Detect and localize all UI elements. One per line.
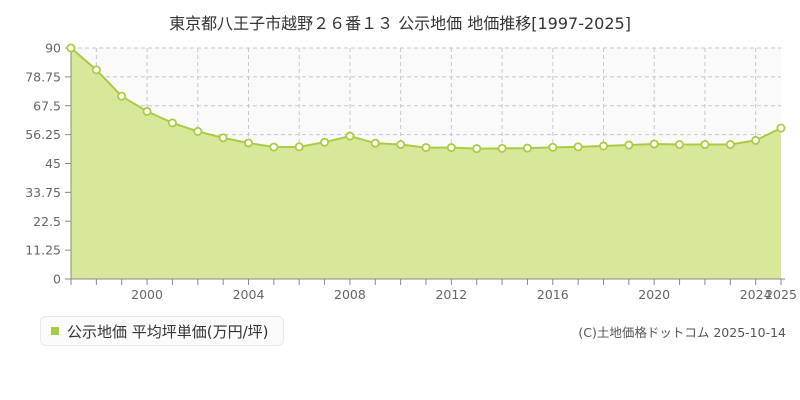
- svg-text:0: 0: [53, 272, 61, 287]
- svg-text:45: 45: [45, 156, 61, 171]
- svg-text:2016: 2016: [537, 287, 569, 302]
- chart-title: 東京都八王子市越野２６番１３ 公示地価 地価推移[1997-2025]: [169, 14, 631, 33]
- svg-text:2024: 2024: [740, 287, 772, 302]
- svg-text:22.5: 22.5: [33, 214, 61, 229]
- svg-text:2012: 2012: [435, 287, 467, 302]
- copyright-notice: (C)土地価格ドットコム 2025-10-14: [578, 325, 786, 340]
- svg-text:2008: 2008: [334, 287, 366, 302]
- svg-text:90: 90: [45, 41, 61, 56]
- svg-text:78.75: 78.75: [25, 69, 61, 84]
- legend-label: 公示地価 平均坪単価(万円/坪): [67, 322, 269, 341]
- y-axis-labels: 90 78.75 67.5 56.25 45 33.75 22.5 11.25 0: [25, 41, 61, 287]
- legend-swatch-icon: [51, 327, 59, 335]
- svg-text:2004: 2004: [233, 287, 265, 302]
- svg-text:2020: 2020: [638, 287, 670, 302]
- axis-ticks: [65, 47, 782, 285]
- svg-text:11.25: 11.25: [25, 243, 61, 258]
- svg-text:2025: 2025: [765, 287, 797, 302]
- svg-text:67.5: 67.5: [33, 98, 61, 113]
- svg-text:33.75: 33.75: [25, 185, 61, 200]
- series-markers: [66, 43, 786, 154]
- series-area: [71, 48, 781, 279]
- chart-legend[interactable]: 公示地価 平均坪単価(万円/坪): [40, 316, 284, 346]
- svg-text:56.25: 56.25: [25, 127, 61, 142]
- svg-text:2000: 2000: [131, 287, 163, 302]
